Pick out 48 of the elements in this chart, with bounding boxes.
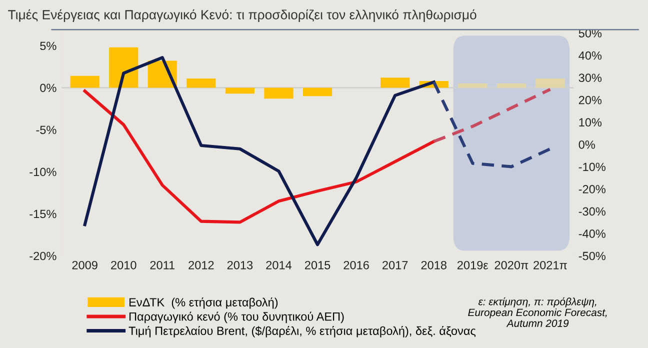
x-tick-label: 2015	[304, 260, 330, 270]
line-series	[83, 90, 436, 224]
y2-tick-label: -30%	[578, 207, 606, 216]
y-tick-label: -20%	[30, 252, 56, 260]
legend-label: ΕνΔΤΚ (% ετήσια μεταβολή)	[129, 297, 278, 309]
bar	[458, 83, 488, 88]
text: ε: εκτίμηση, π: πρόβλεψη, European Economic Forecast, Autumn 2019	[468, 297, 607, 327]
y-tick-label: 0%	[40, 84, 56, 92]
y2-tick-label: 30%	[578, 74, 602, 82]
y2-tick-label: -10%	[578, 162, 606, 172]
line-series	[432, 80, 552, 168]
x-tick-label: 2016	[344, 260, 369, 270]
y2-tick-label: 10%	[579, 118, 602, 127]
y2-tick-label: 20%	[578, 96, 602, 104]
x-tick-label: 2010	[111, 260, 136, 270]
x-tick-label: 2009	[72, 260, 98, 270]
y2-tick-label: -20%	[578, 185, 606, 194]
bar	[70, 76, 100, 88]
bar	[380, 78, 410, 88]
bar	[264, 88, 294, 99]
bar	[109, 47, 138, 88]
bar	[302, 88, 332, 96]
bar	[496, 83, 526, 88]
bar	[225, 88, 254, 94]
y2-tick-label: 0%	[578, 140, 595, 149]
x-tick-label: 2020π	[494, 260, 528, 270]
legend-label: Τιμή Πετρελαίου Brent, ($/βαρέλι, % ετήσια μεταβολή), δεξ. άξονας	[128, 326, 476, 338]
line-series	[432, 88, 552, 144]
x-tick-label: 2012	[188, 260, 214, 270]
bar	[536, 78, 565, 88]
y-tick-label: -15%	[30, 210, 56, 218]
x-tick-label: 2014	[266, 260, 292, 270]
x-tick-label: 2019ε	[457, 260, 488, 270]
y-tick-label: -5%	[36, 126, 56, 134]
line-series	[83, 56, 436, 246]
y-tick-label: 5%	[40, 42, 56, 50]
y2-tick-label: -40%	[578, 230, 606, 238]
x-tick-label: 2017	[382, 260, 408, 270]
x-tick-label: 2018	[421, 260, 446, 270]
y2-tick-label: -50%	[578, 252, 606, 260]
bar	[186, 78, 216, 88]
y2-tick-label: 40%	[578, 51, 602, 60]
y-tick-label: -10%	[30, 168, 56, 176]
x-tick-label: 2013	[227, 260, 253, 270]
x-tick-label: 2011	[150, 260, 175, 270]
x-tick-label: 2021π	[534, 260, 567, 270]
chart-title: Τιμές Ενέργειας και Παραγωγικό Κενό: τι προσδιορίζει τον ελληνικό πληθωρισμό	[8, 9, 476, 22]
legend-label: Παραγωγικό κενό (% του δυνητικού ΑΕΠ)	[129, 312, 344, 324]
